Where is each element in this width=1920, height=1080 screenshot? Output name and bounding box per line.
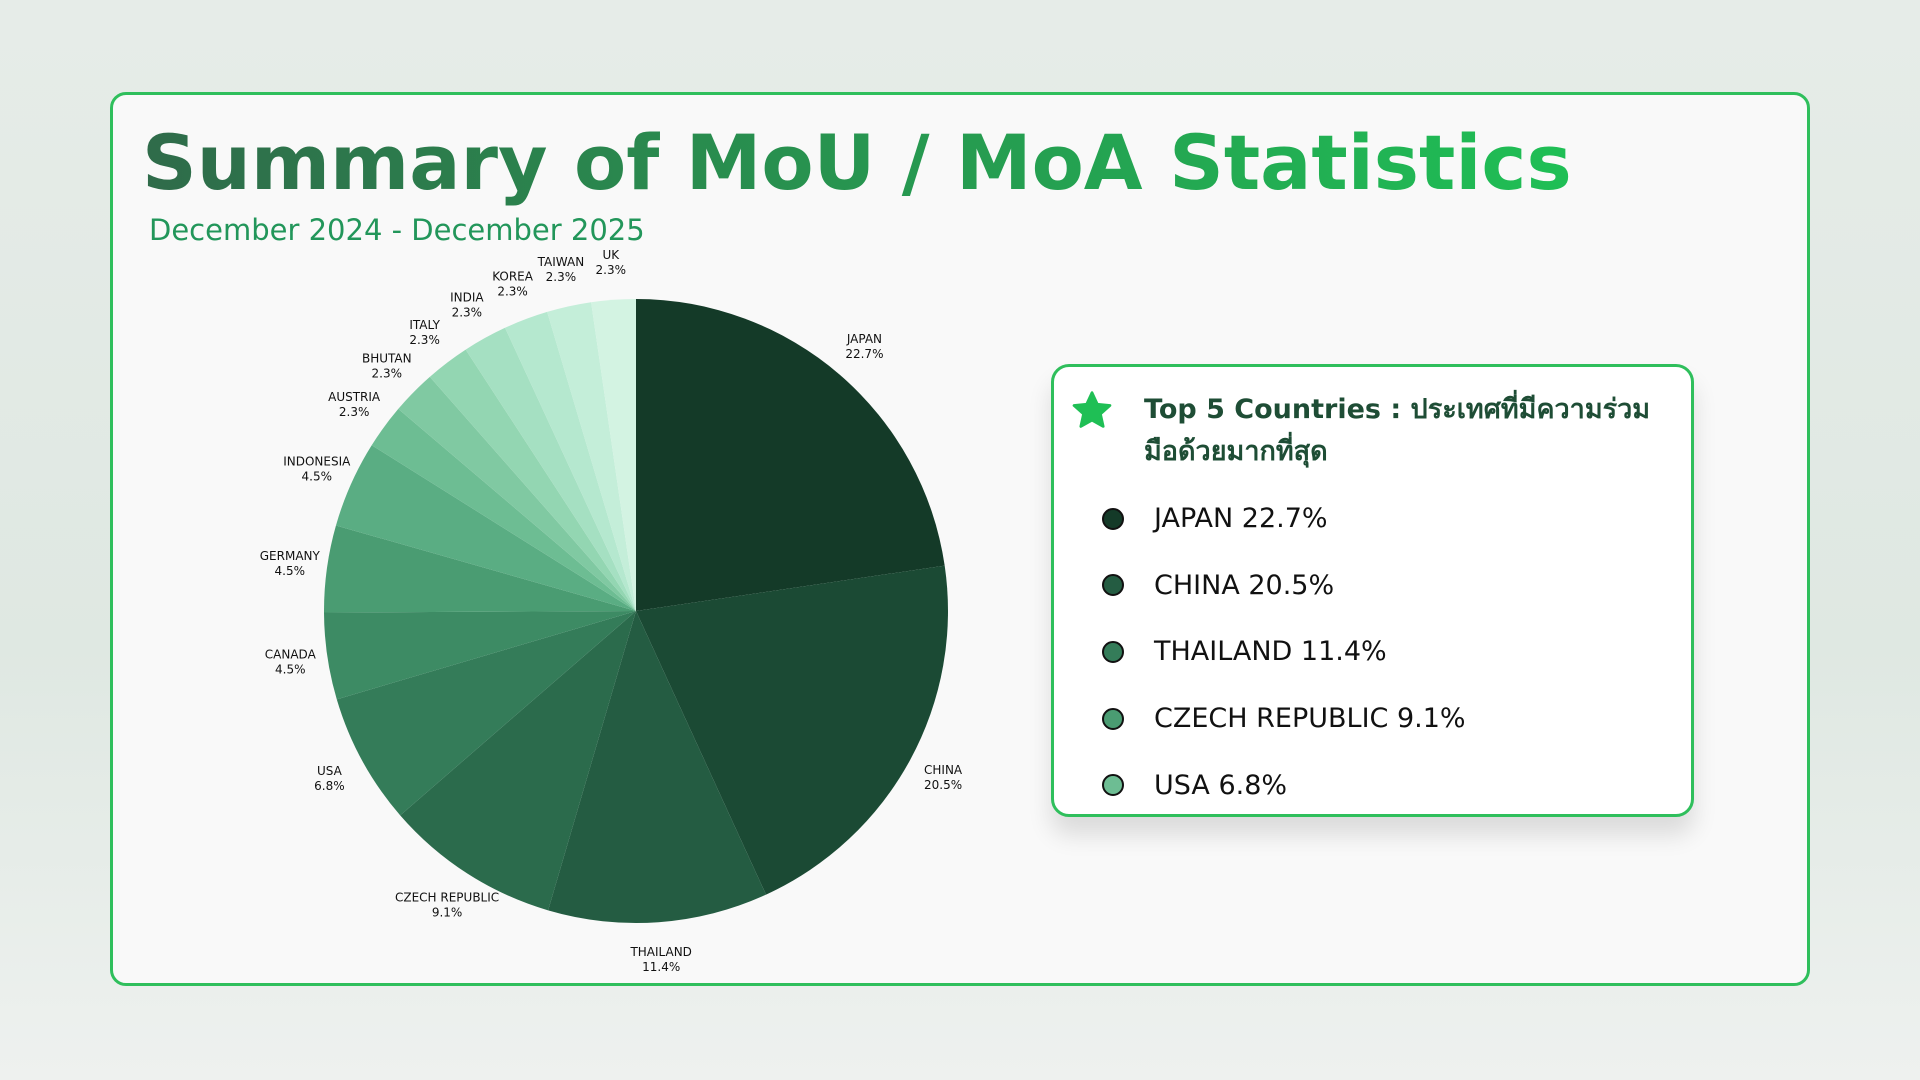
slice-value-label: 9.1% — [432, 905, 463, 919]
chart-title: Summary of MoU / MoA Statistics — [142, 118, 1572, 207]
slice-label: INDIA — [450, 291, 484, 305]
slice-label: USA — [317, 764, 343, 778]
slice-value-label: 6.8% — [314, 779, 345, 793]
pie-slice — [398, 376, 636, 611]
slice-value-label: 11.4% — [642, 960, 680, 974]
slice-label: GERMANY — [260, 549, 321, 563]
slice-value-label: 22.7% — [845, 347, 883, 361]
pie-slice — [429, 349, 636, 611]
slice-label: ITALY — [409, 318, 440, 332]
item-bullet — [1102, 707, 1124, 730]
panel-title: Top 5 Countries : ประเทศที่มีความร่วมมือ… — [1144, 394, 1651, 467]
slice-value-label: 2.3% — [596, 263, 627, 277]
chart-subtitle: December 2024 - December 2025 — [149, 213, 645, 247]
slice-value-label: 4.5% — [302, 469, 333, 483]
pie-slice — [548, 611, 767, 924]
slice-label: INDONESIA — [283, 454, 351, 468]
item-text: JAPAN 22.7% — [1154, 503, 1328, 534]
slice-label: CHINA — [924, 763, 963, 777]
slice-label: AUSTRIA — [328, 390, 381, 404]
slice-value-label: 4.5% — [275, 662, 306, 676]
item-bullet — [1102, 774, 1124, 797]
slice-value-label: 2.3% — [409, 333, 440, 347]
top5-item: USA 6.8% — [1102, 769, 1288, 801]
slice-label: BHUTAN — [362, 352, 412, 366]
pie-slice — [324, 611, 636, 700]
slice-value-label: 2.3% — [339, 405, 370, 419]
top5-item: JAPAN 22.7% — [1102, 503, 1328, 534]
pie-slice — [400, 611, 636, 911]
slice-label: TAIWAN — [537, 255, 585, 269]
star-icon — [1072, 391, 1112, 428]
slice-value-label: 2.3% — [546, 270, 577, 284]
pie-slice — [324, 525, 636, 613]
slice-value-label: 2.3% — [372, 367, 403, 381]
item-text: THAILAND 11.4% — [1154, 636, 1387, 668]
top5-item: THAILAND 11.4% — [1102, 636, 1387, 668]
item-text: CZECH REPUBLIC 9.1% — [1154, 703, 1466, 735]
slice-label: CZECH REPUBLIC — [395, 890, 499, 904]
pie-slice — [591, 299, 636, 611]
slice-value-label: 2.3% — [497, 285, 528, 299]
slice-value-label: 4.5% — [275, 564, 306, 578]
slice-value-label: 2.3% — [452, 306, 483, 320]
slice-label: JAPAN — [846, 332, 882, 346]
item-text: USA 6.8% — [1154, 769, 1288, 801]
top5-panel: Top 5 Countries : ประเทศที่มีความร่วมมือ… — [1051, 364, 1694, 817]
slice-value-label: 20.5% — [924, 778, 962, 792]
item-text: CHINA 20.5% — [1154, 569, 1335, 601]
pie-slice — [636, 565, 948, 895]
top5-item: CHINA 20.5% — [1102, 569, 1335, 601]
top5-item: CZECH REPUBLIC 9.1% — [1102, 703, 1466, 735]
pie-slice — [505, 311, 636, 611]
pie-slice — [547, 302, 636, 611]
item-bullet — [1102, 574, 1124, 597]
slice-label: KOREA — [492, 270, 534, 284]
pie-slice — [465, 327, 636, 611]
slice-label: UK — [602, 248, 620, 262]
item-bullet — [1102, 640, 1124, 663]
pie-slice — [636, 299, 945, 611]
pie-slice — [371, 408, 636, 611]
pie-slice — [336, 611, 636, 816]
pie-slice — [335, 445, 636, 611]
item-bullet — [1102, 507, 1124, 530]
slice-label: THAILAND — [629, 945, 692, 959]
slice-label: CANADA — [265, 647, 317, 661]
